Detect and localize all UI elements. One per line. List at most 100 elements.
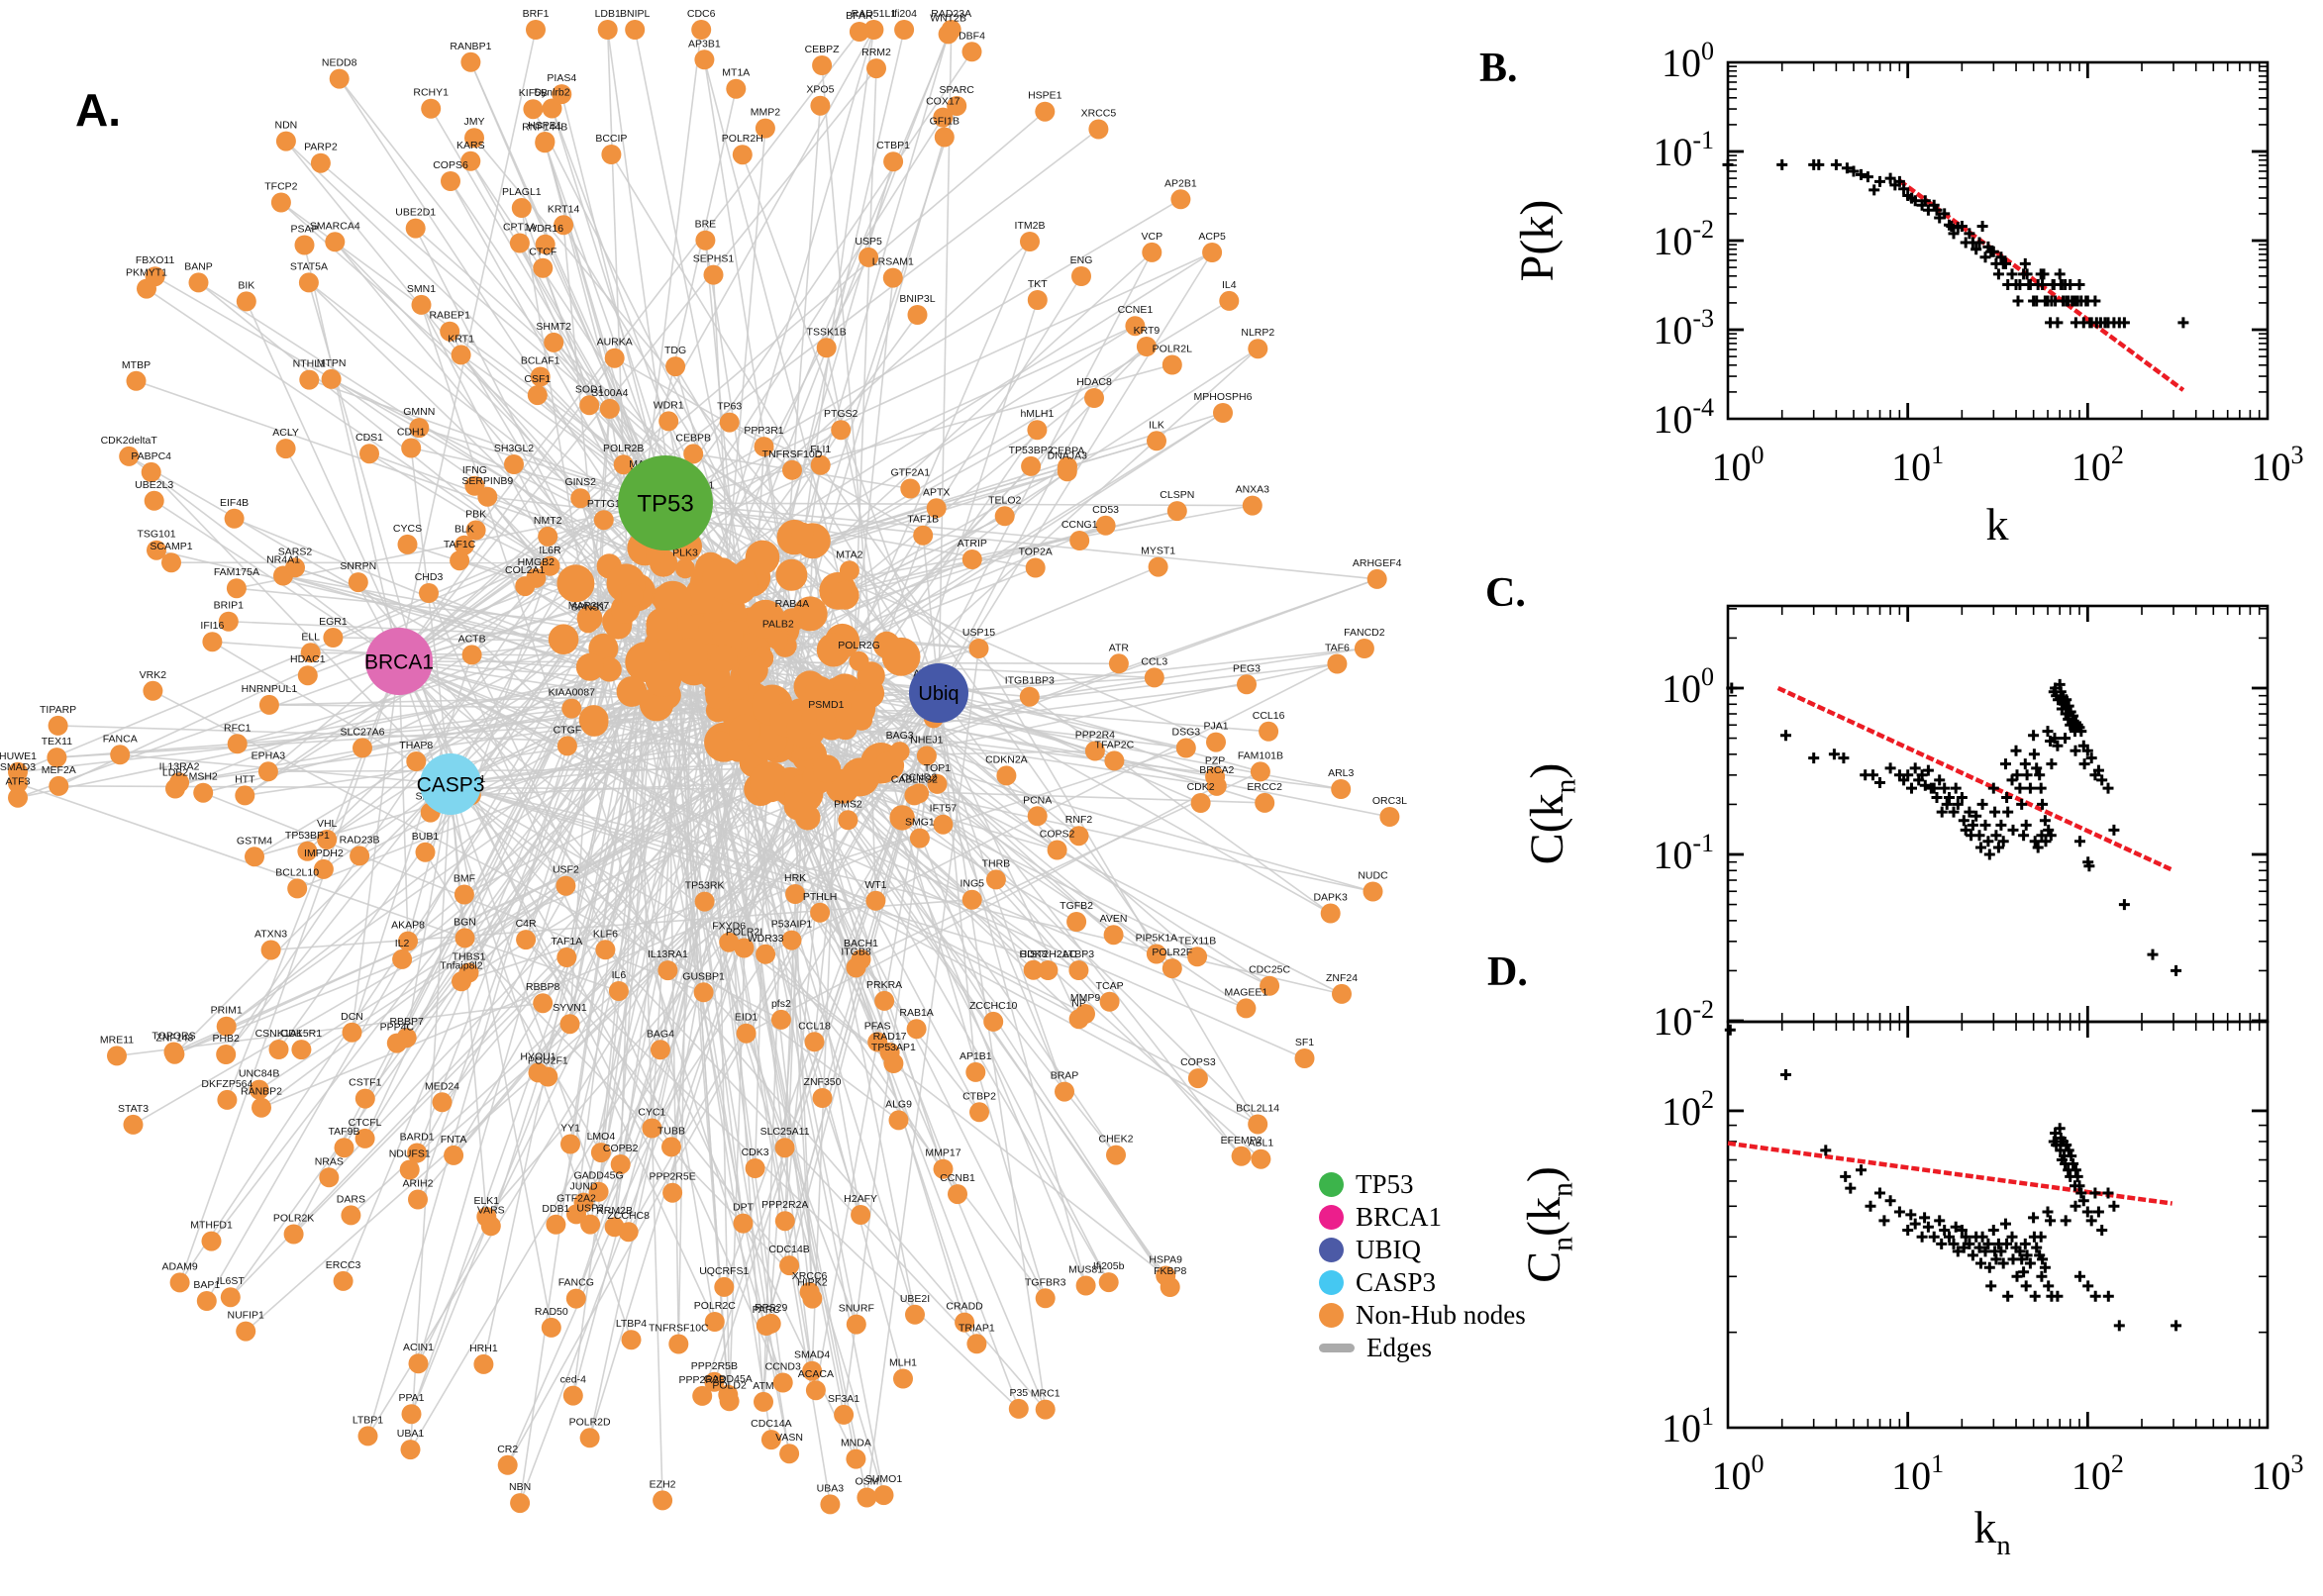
network-node-label: IL6 bbox=[612, 969, 627, 981]
network-node bbox=[1379, 807, 1400, 827]
network-node-label: RPS29 bbox=[755, 1302, 787, 1314]
network-node bbox=[291, 1040, 312, 1060]
network-node bbox=[608, 981, 629, 1001]
network-node-label: THBS1 bbox=[453, 951, 486, 963]
network-node-label: TFCP2 bbox=[264, 181, 297, 193]
edge bbox=[544, 143, 657, 519]
network-node-label: ATM bbox=[753, 1380, 773, 1392]
network-node-label: MEF2A bbox=[42, 764, 76, 776]
network-node-label: LTBP1 bbox=[353, 1414, 383, 1426]
network-node-label: UQCRFS1 bbox=[699, 1265, 749, 1277]
network-node-label: FANCG bbox=[558, 1277, 594, 1289]
network-node bbox=[889, 742, 910, 762]
network-node bbox=[464, 475, 485, 496]
network-node bbox=[1363, 881, 1383, 902]
network-node-label: CEBPB bbox=[675, 432, 711, 444]
network-node-label: TELO2 bbox=[988, 494, 1021, 506]
network-node bbox=[397, 534, 418, 554]
network-node-label: RAB4A bbox=[775, 598, 809, 610]
axis-title: P(k) bbox=[1511, 200, 1564, 282]
edge bbox=[450, 783, 977, 1345]
network-node-label: ATF3 bbox=[6, 776, 31, 788]
network-node-label: IL2 bbox=[395, 938, 410, 949]
tick-label: 10-3 bbox=[1653, 304, 1714, 352]
edge bbox=[351, 660, 400, 1033]
network-node-label: CCL18 bbox=[798, 1020, 831, 1032]
edge bbox=[834, 705, 1243, 1157]
network-node-label: IFNG bbox=[462, 464, 487, 476]
network-node-label: SEPHS1 bbox=[693, 253, 735, 265]
hub-node-brca1 bbox=[365, 628, 433, 695]
network-node bbox=[1162, 958, 1182, 979]
network-node bbox=[965, 1061, 986, 1082]
network-node-label: MAGEE1 bbox=[1225, 986, 1268, 998]
edge bbox=[762, 817, 809, 1402]
axis-title: kn bbox=[1973, 1502, 2010, 1561]
network-node-label: TCAP bbox=[1096, 980, 1124, 992]
network-node-label: POLR2G bbox=[838, 640, 880, 651]
network-node-label: CDK3 bbox=[742, 1147, 769, 1158]
network-node-label: ACACA bbox=[798, 1368, 834, 1380]
network-node-label: KRT1 bbox=[448, 333, 474, 345]
network-node bbox=[1148, 556, 1168, 577]
network-node-label: RABEP1 bbox=[429, 310, 470, 322]
edge bbox=[746, 785, 1218, 1035]
network-node-label: DPT bbox=[733, 1202, 755, 1214]
network-node bbox=[1095, 515, 1116, 536]
network-node-label: DNAJA3 bbox=[1048, 449, 1087, 461]
network-node-label: CDK5R1 bbox=[281, 1028, 323, 1040]
network-node-label: PPP2R2A bbox=[761, 1199, 808, 1211]
network-node bbox=[1084, 388, 1104, 408]
network-node-label: ING5 bbox=[960, 878, 984, 890]
network-node-label: SMARCA4 bbox=[310, 220, 360, 232]
network-node bbox=[604, 1217, 625, 1238]
network-node bbox=[948, 1184, 967, 1205]
network-node bbox=[694, 891, 715, 912]
network-node-label: IFI16 bbox=[200, 620, 224, 632]
network-node bbox=[849, 22, 869, 42]
network-node bbox=[733, 1213, 754, 1234]
network-node-label: TNFRSF10C bbox=[649, 1323, 709, 1335]
network-node bbox=[441, 171, 460, 191]
network-node-label: AP1B1 bbox=[960, 1050, 992, 1062]
network-node-label: TRIAP1 bbox=[959, 1322, 995, 1334]
edge bbox=[450, 783, 600, 1192]
network-node-label: TGFBR3 bbox=[1025, 1276, 1066, 1288]
edge bbox=[704, 240, 739, 585]
network-node-label: BAG4 bbox=[647, 1028, 674, 1040]
network-node bbox=[533, 257, 554, 278]
network-node bbox=[1237, 674, 1257, 695]
network-node bbox=[227, 734, 248, 754]
network-node bbox=[1213, 403, 1233, 423]
network-node bbox=[465, 520, 486, 541]
network-node-label: TP53AP1 bbox=[871, 1042, 916, 1053]
network-node-label: ARHGEF4 bbox=[1353, 557, 1402, 569]
nonhub-dot-icon bbox=[1319, 1302, 1344, 1328]
network-node bbox=[245, 847, 264, 867]
network-node-label: TP63 bbox=[717, 401, 742, 413]
network-node-label: CDC25C bbox=[1249, 964, 1290, 976]
network-node-label: AKAP8 bbox=[391, 920, 425, 932]
network-node-label: POLR2H bbox=[722, 133, 763, 145]
network-node-label: YY1 bbox=[560, 1123, 580, 1135]
network-legend: TP53 BRCA1 UBIQ CASP3 Non-Hub nodes Edges bbox=[1319, 1170, 1526, 1360]
edge bbox=[309, 378, 666, 504]
network-node-label: CTBP1 bbox=[876, 140, 910, 151]
network-node bbox=[137, 278, 156, 299]
network-node bbox=[621, 1330, 642, 1350]
legend-item-brca1: BRCA1 bbox=[1319, 1203, 1526, 1230]
network-node bbox=[321, 368, 342, 389]
edge bbox=[938, 692, 1115, 762]
network-node-label: FANCD2 bbox=[1344, 627, 1385, 639]
network-node bbox=[298, 272, 319, 293]
network-node bbox=[556, 875, 576, 896]
core-node bbox=[726, 739, 750, 762]
network-node bbox=[216, 1045, 237, 1064]
network-node-label: ZNF350 bbox=[804, 1076, 842, 1088]
network-node bbox=[593, 510, 614, 531]
edge bbox=[717, 710, 764, 1402]
edge-swatch-icon bbox=[1319, 1343, 1355, 1352]
network-node bbox=[354, 1128, 375, 1148]
network-node bbox=[544, 332, 564, 352]
edge bbox=[398, 660, 1199, 1079]
